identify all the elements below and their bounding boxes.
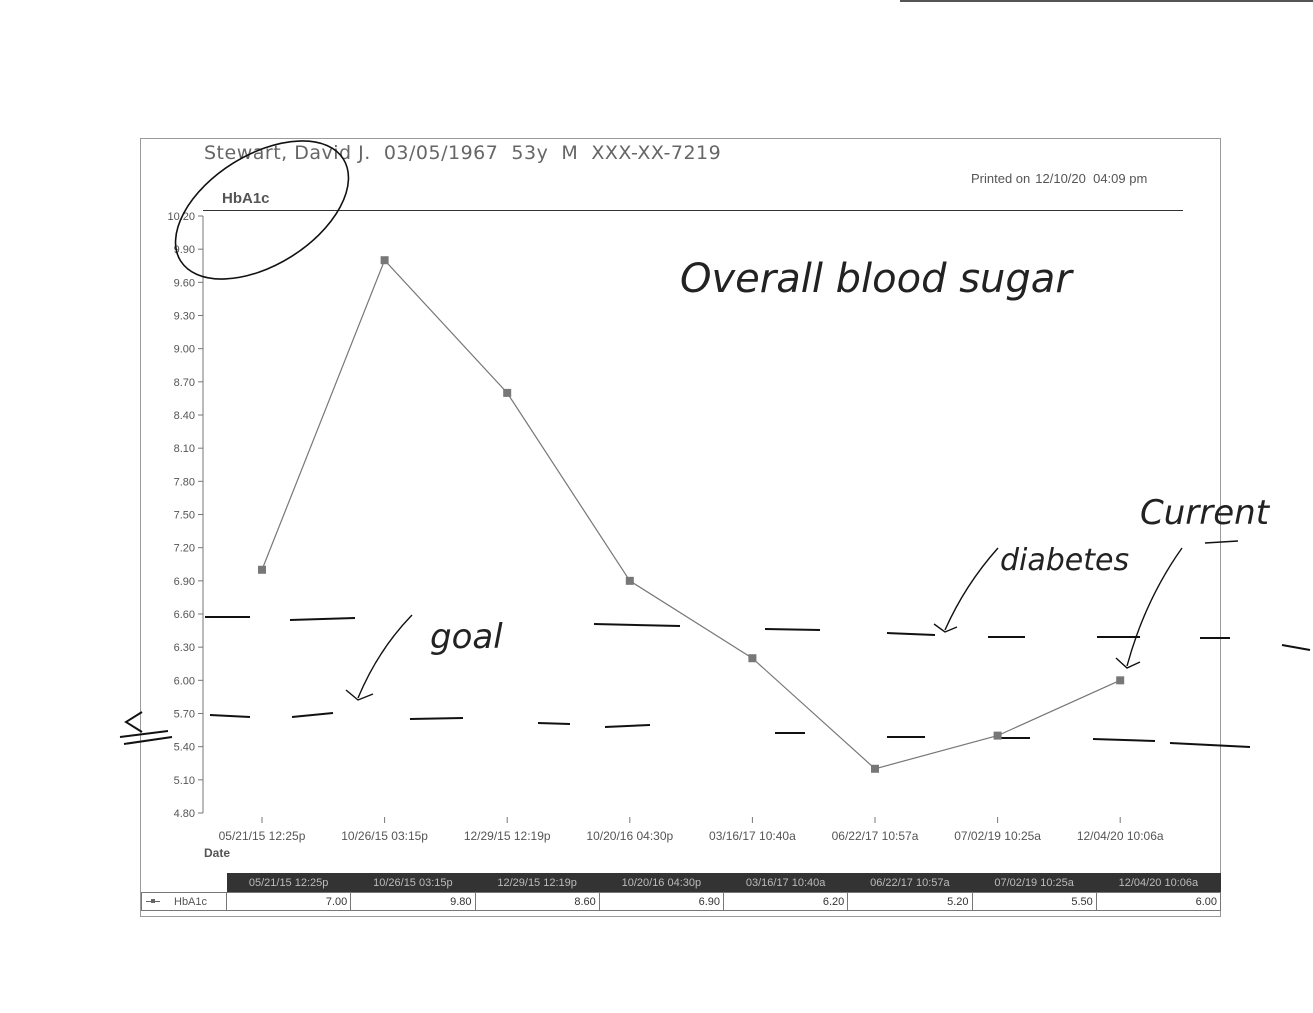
data-table: 05/21/15 12:25p 10/26/15 03:15p 12/29/15 1… [141,873,1222,911]
goal-threshold-dash-line [209,712,1251,748]
table-cell: 6.20 [722,892,849,911]
table-cell: 7.00 [225,892,352,911]
goal-arrow [345,614,413,701]
y-tick-label: 6.90 [174,576,195,588]
table-header-cell: 10/26/15 03:15p [350,873,475,893]
y-tick-label: 6.60 [174,609,195,621]
left-margin-marks [119,711,173,745]
y-tick-label: 8.40 [174,410,195,422]
y-tick-label: 8.70 [174,377,195,389]
y-tick-label: 7.20 [174,543,195,555]
y-tick-label: 5.40 [174,742,195,754]
current-underline [1204,540,1239,544]
x-axis-label: Date [204,846,231,860]
table-header-cell: 10/20/16 04:30p [599,873,724,893]
handwritten-annotations: Overall blood sugar goal diabetes Curren… [119,140,1311,748]
y-tick-label: 7.80 [174,476,195,488]
table-header-cell: 07/02/19 10:25a [972,873,1097,893]
goal-note: goal [430,617,503,657]
data-point [993,731,1002,740]
x-tick-label: 12/29/15 12:19p [464,829,551,843]
circle-annotation [174,140,350,280]
y-tick-label: 5.10 [174,775,195,787]
table-row: HbA1c 7.00 9.80 8.60 6.90 6.20 5.20 5.50 6.00 [141,892,1222,911]
table-cell: 5.50 [971,892,1097,911]
axes: 10.209.909.609.309.008.708.408.107.807.5… [167,211,1163,843]
diabetes-threshold-dash-line [205,616,1311,651]
patient-header: Stewart, David J. 03/05/1967 53y M XXX-X… [204,142,722,164]
printed-label: Printed on [971,171,1031,186]
x-tick-label: 03/16/17 10:40a [709,829,796,843]
table-header-cell: 05/21/15 12:25p [226,873,351,893]
table-cell: 6.90 [598,892,725,911]
series-marker-icon [146,897,160,905]
x-tick-label: 10/20/16 04:30p [586,829,673,843]
x-tick-label: 12/04/20 10:06a [1077,829,1164,843]
overall-blood-sugar-note: Overall blood sugar [680,256,1074,302]
data-point [258,565,266,574]
data-point [625,576,634,585]
data-point [1116,676,1125,685]
scan-edge-line [900,0,1313,2]
table-header-cell: 03/16/17 10:40a [723,873,848,893]
diabetes-arrow [933,547,999,633]
y-tick-label: 9.30 [174,311,195,323]
y-tick-label: 4.80 [174,808,195,820]
x-tick-label: 07/02/19 10:25a [954,829,1041,843]
series-line [261,259,1121,770]
series-label-cell: HbA1c [141,892,227,911]
diabetes-note: diabetes [1000,543,1129,578]
title-divider [203,210,1183,211]
y-tick-label: 7.50 [174,510,195,522]
plot-area [258,256,1125,773]
y-tick-label: 9.60 [174,277,195,289]
data-point [503,388,512,397]
chart-title: HbA1c [222,190,270,207]
table-cell: 6.00 [1095,892,1222,911]
x-tick-label: 10/26/15 03:15p [341,829,428,843]
table-cell: 9.80 [350,892,476,911]
current-arrow [1115,547,1183,669]
table-header-cell: 06/22/17 10:57a [847,873,972,893]
y-tick-label: 5.70 [174,709,195,721]
printed-value: 12/10/20 04:09 pm [1035,171,1148,186]
current-note: Current [1140,493,1271,533]
table-header-cell: 12/29/15 12:19p [475,873,600,893]
table-header-row: 05/21/15 12:25p 10/26/15 03:15p 12/29/15 1… [141,873,1221,893]
printed-timestamp: Printed on 12/10/20 04:09 pm [971,171,1147,186]
y-tick-label: 6.00 [174,675,195,687]
x-tick-label: 05/21/15 12:25p [219,829,306,843]
x-tick-label: 06/22/17 10:57a [832,829,919,843]
table-corner-cell [141,873,227,893]
data-point [871,764,879,773]
table-cell: 5.20 [847,892,973,911]
data-point [380,256,389,265]
y-tick-label: 9.00 [174,344,195,356]
y-tick-label: 8.10 [174,443,195,455]
report-frame [140,138,1221,917]
table-header-cell: 12/04/20 10:06a [1096,873,1221,893]
y-tick-label: 6.30 [174,642,195,654]
series-label: HbA1c [174,895,208,908]
y-tick-label: 9.90 [174,244,195,256]
data-point [748,654,757,663]
table-cell: 8.60 [474,892,600,911]
